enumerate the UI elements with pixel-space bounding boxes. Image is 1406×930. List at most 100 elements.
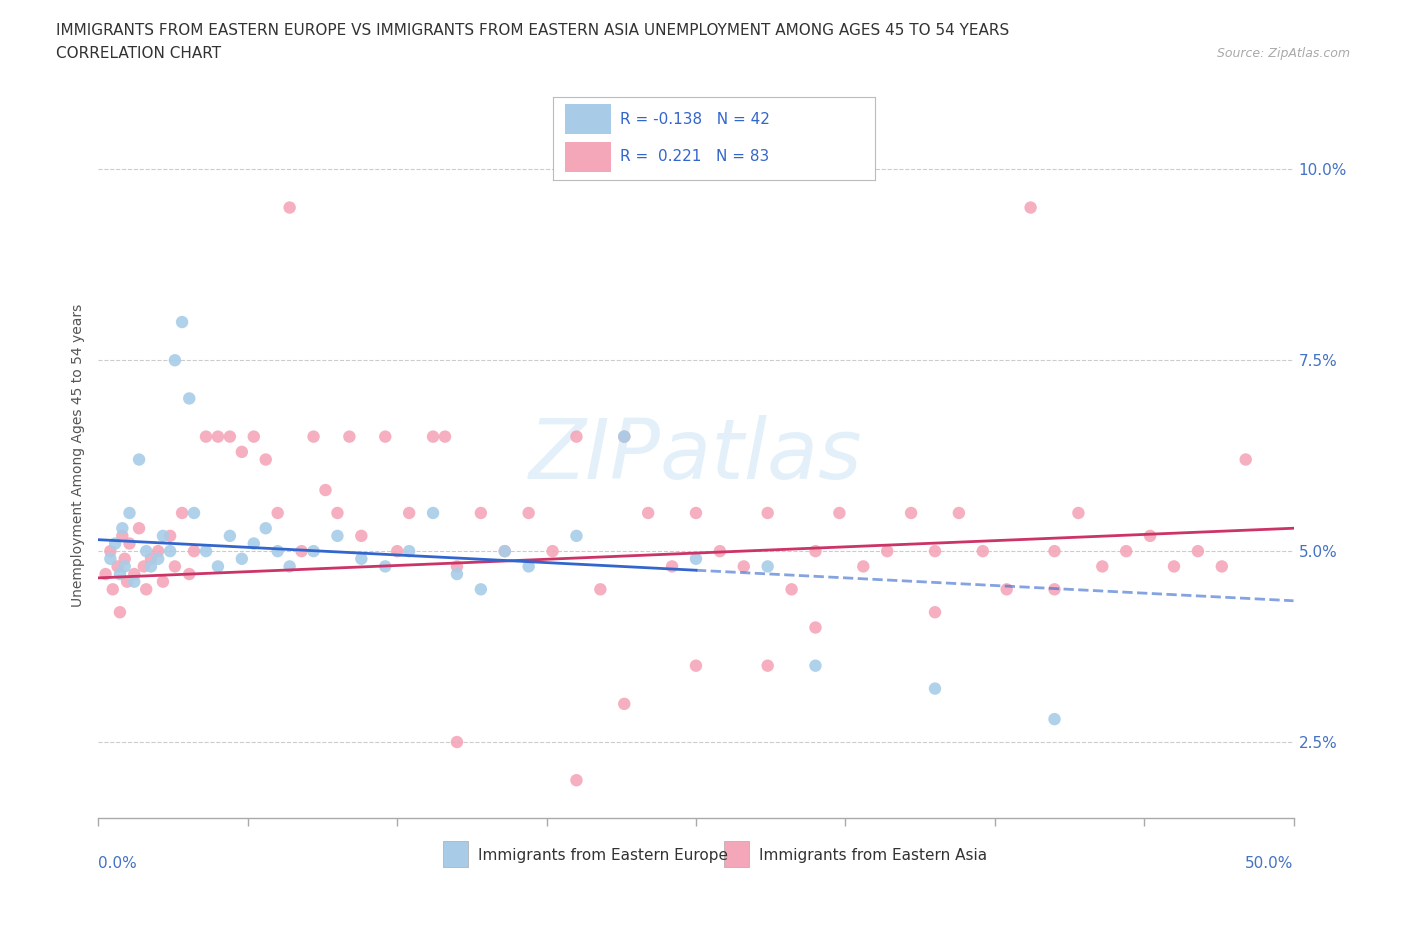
Point	[398, 506, 420, 521]
Point	[111, 521, 134, 536]
Point	[804, 620, 827, 635]
Text: ZIPatlas: ZIPatlas	[529, 415, 863, 497]
Point	[685, 506, 707, 521]
Point	[302, 429, 325, 444]
Point	[98, 544, 122, 559]
Point	[339, 429, 361, 444]
Point	[243, 429, 266, 444]
Point	[1043, 711, 1066, 726]
Point	[148, 544, 170, 559]
Point	[350, 528, 373, 543]
Point	[128, 452, 150, 467]
Point	[385, 544, 409, 559]
Point	[231, 445, 253, 459]
Point	[183, 506, 205, 521]
Text: IMMIGRANTS FROM EASTERN EUROPE VS IMMIGRANTS FROM EASTERN ASIA UNEMPLOYMENT AMON: IMMIGRANTS FROM EASTERN EUROPE VS IMMIGR…	[56, 23, 1010, 38]
Point	[685, 658, 707, 673]
Point	[1067, 506, 1090, 521]
Text: Source: ZipAtlas.com: Source: ZipAtlas.com	[1216, 46, 1350, 60]
Point	[243, 536, 266, 551]
Point	[139, 551, 162, 566]
Point	[374, 559, 396, 574]
Point	[94, 566, 117, 581]
Point	[422, 429, 444, 444]
Text: CORRELATION CHART: CORRELATION CHART	[56, 46, 221, 61]
Point	[517, 506, 540, 521]
Point	[231, 551, 253, 566]
Point	[207, 559, 229, 574]
Point	[267, 506, 290, 521]
Point	[115, 574, 138, 589]
Point	[118, 506, 141, 521]
Point	[398, 544, 420, 559]
Point	[1043, 544, 1066, 559]
Point	[163, 559, 186, 574]
Point	[172, 506, 194, 521]
Point	[195, 544, 218, 559]
Point	[302, 544, 325, 559]
Point	[278, 200, 301, 215]
Point	[135, 544, 157, 559]
Point	[108, 566, 131, 581]
Point	[589, 582, 612, 597]
Point	[613, 429, 636, 444]
Point	[804, 544, 827, 559]
Point	[172, 314, 194, 329]
Point	[613, 697, 636, 711]
Point	[756, 506, 779, 521]
Text: 50.0%: 50.0%	[1246, 856, 1294, 870]
Point	[195, 429, 218, 444]
Point	[804, 658, 827, 673]
Point	[374, 429, 396, 444]
Point	[995, 582, 1018, 597]
Point	[128, 521, 150, 536]
Point	[1043, 582, 1066, 597]
Point	[179, 566, 201, 581]
Point	[852, 559, 875, 574]
Point	[124, 574, 146, 589]
Point	[780, 582, 803, 597]
Point	[972, 544, 994, 559]
Point	[315, 483, 337, 498]
Point	[565, 429, 588, 444]
Point	[756, 559, 779, 574]
Point	[434, 429, 457, 444]
Point	[350, 551, 373, 566]
Point	[661, 559, 683, 574]
Y-axis label: Unemployment Among Ages 45 to 54 years: Unemployment Among Ages 45 to 54 years	[70, 304, 84, 607]
Point	[470, 506, 492, 521]
Point	[254, 521, 277, 536]
Point	[108, 604, 131, 619]
Point	[179, 391, 201, 405]
Point	[148, 551, 170, 566]
Point	[101, 582, 124, 597]
Point	[219, 429, 242, 444]
Point	[446, 559, 468, 574]
Point	[111, 528, 134, 543]
Point	[152, 574, 174, 589]
Point	[1019, 200, 1042, 215]
Point	[159, 544, 181, 559]
Point	[733, 559, 755, 574]
Point	[104, 536, 127, 551]
Point	[709, 544, 731, 559]
Point	[183, 544, 205, 559]
Point	[948, 506, 970, 521]
Point	[267, 544, 290, 559]
Point	[613, 429, 636, 444]
Point	[756, 658, 779, 673]
Point	[254, 452, 277, 467]
Point	[159, 528, 181, 543]
Point	[828, 506, 851, 521]
Point	[1115, 544, 1137, 559]
Point	[152, 528, 174, 543]
Point	[326, 528, 349, 543]
Point	[900, 506, 922, 521]
Point	[517, 559, 540, 574]
Point	[924, 544, 946, 559]
Point	[135, 582, 157, 597]
Point	[541, 544, 564, 559]
Point	[1139, 528, 1161, 543]
Point	[1163, 559, 1185, 574]
Text: Immigrants from Eastern Europe: Immigrants from Eastern Europe	[478, 848, 728, 863]
